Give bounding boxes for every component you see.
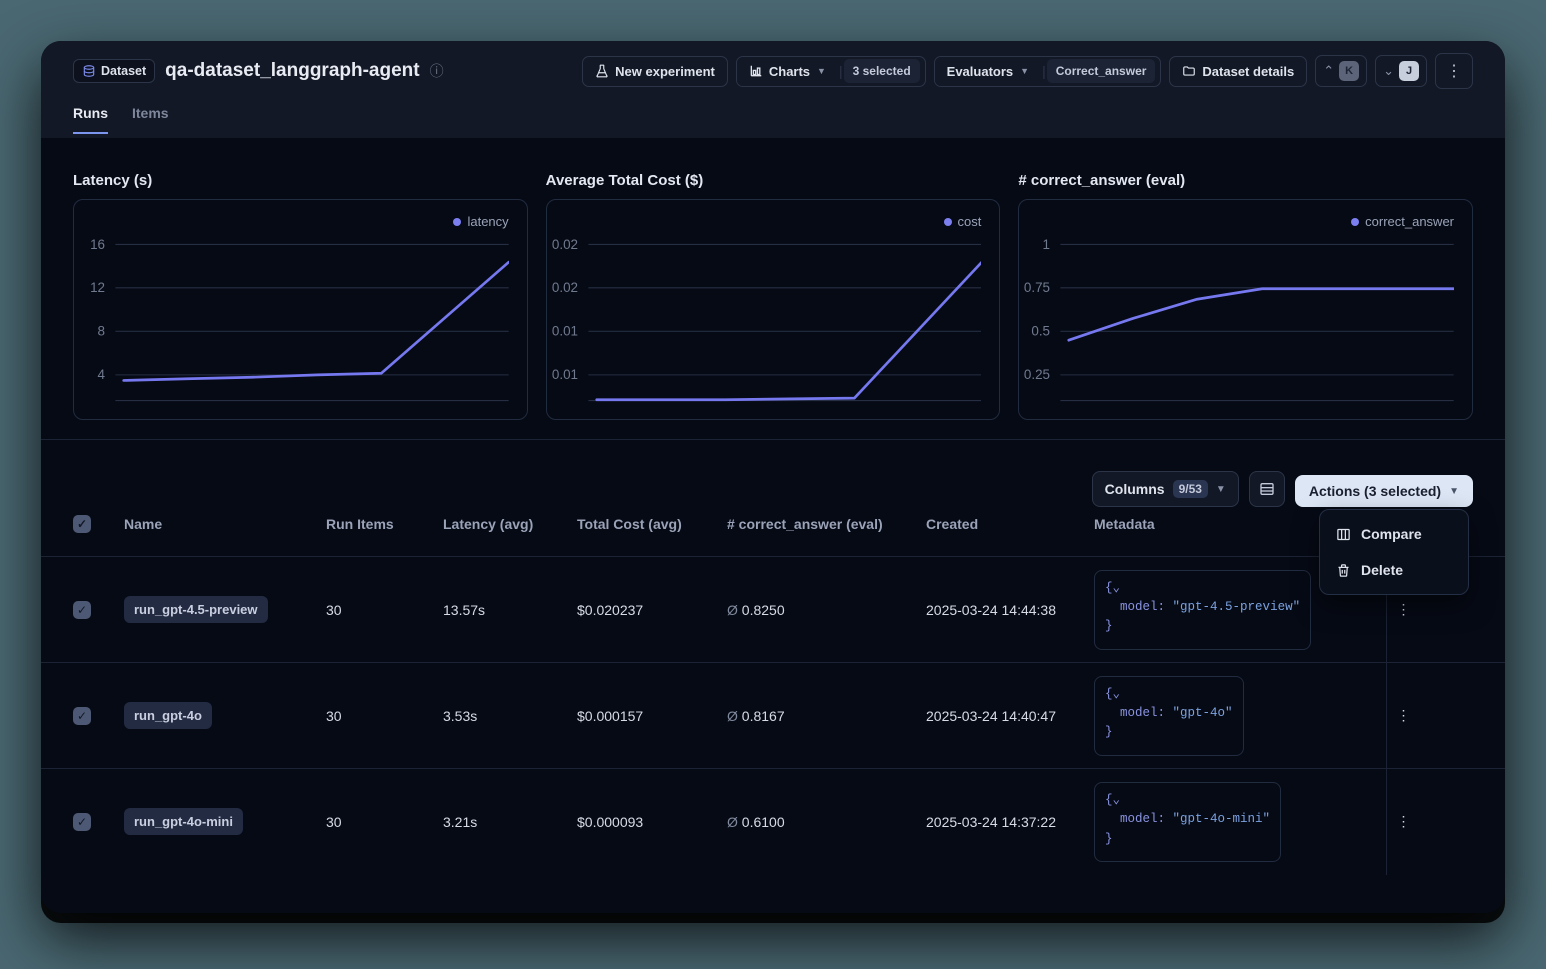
svg-text:0.01: 0.01 <box>552 322 578 338</box>
svg-text:0.5: 0.5 <box>1032 322 1051 338</box>
svg-text:0.02: 0.02 <box>552 279 578 295</box>
svg-text:0.75: 0.75 <box>1024 279 1050 295</box>
svg-text:16: 16 <box>90 238 105 252</box>
svg-text:12: 12 <box>90 279 105 295</box>
svg-text:1: 1 <box>1043 238 1051 252</box>
svg-text:0.02: 0.02 <box>552 238 578 252</box>
svg-text:8: 8 <box>98 322 106 338</box>
svg-text:4: 4 <box>98 366 106 382</box>
svg-text:0.25: 0.25 <box>1024 366 1050 382</box>
svg-text:0.01: 0.01 <box>552 366 578 382</box>
